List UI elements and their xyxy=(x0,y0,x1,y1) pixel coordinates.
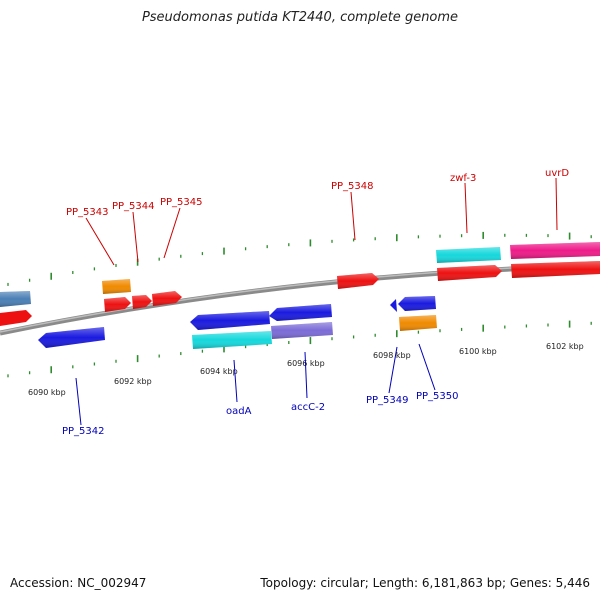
map-title: Pseudomonas putida KT2440, complete geno… xyxy=(141,10,459,25)
gene-label-pp-5348[interactable]: PP_5348 xyxy=(331,181,374,192)
scale-label: 6100 kbp xyxy=(459,347,497,356)
scale-ticks-reverse xyxy=(7,320,592,378)
genes-reverse xyxy=(38,296,437,349)
gene-label-pp-5344[interactable]: PP_5344 xyxy=(112,201,155,212)
gene-label-zwf-3[interactable]: zwf-3 xyxy=(450,173,476,184)
gene-label-pp-5350[interactable]: PP_5350 xyxy=(416,391,459,402)
gene-label-pp-5349[interactable]: PP_5349 xyxy=(366,395,409,406)
scale-label: 6092 kbp xyxy=(114,377,152,386)
label-leaders-forward xyxy=(85,177,558,266)
gene-label-accc-2[interactable]: accC-2 xyxy=(291,402,325,413)
scale-label: 6098 kbp xyxy=(373,351,411,360)
gene-label-uvrd[interactable]: uvrD xyxy=(545,168,569,179)
label-leaders-reverse xyxy=(75,343,436,426)
gene-label-oada[interactable]: oadA xyxy=(226,406,252,417)
genome-backbone xyxy=(0,263,600,336)
gene-pp-5341-cds[interactable] xyxy=(0,310,32,326)
genes-forward xyxy=(0,242,600,326)
gene-pp-5349-cds[interactable] xyxy=(390,299,397,312)
scale-label: 6094 kbp xyxy=(200,367,238,376)
genome-summary-text: Topology: circular; Length: 6,181,863 bp… xyxy=(260,576,590,590)
gene-label-pp-5345[interactable]: PP_5345 xyxy=(160,197,203,208)
scale-label: 6090 kbp xyxy=(28,388,66,397)
gene-label-pp-5342[interactable]: PP_5342 xyxy=(62,426,105,437)
gene-label-pp-5343[interactable]: PP_5343 xyxy=(66,207,109,218)
scale-label: 6102 kbp xyxy=(546,342,584,351)
accession-text: Accession: NC_002947 xyxy=(10,576,147,590)
scale-ticks-forward xyxy=(7,231,592,286)
